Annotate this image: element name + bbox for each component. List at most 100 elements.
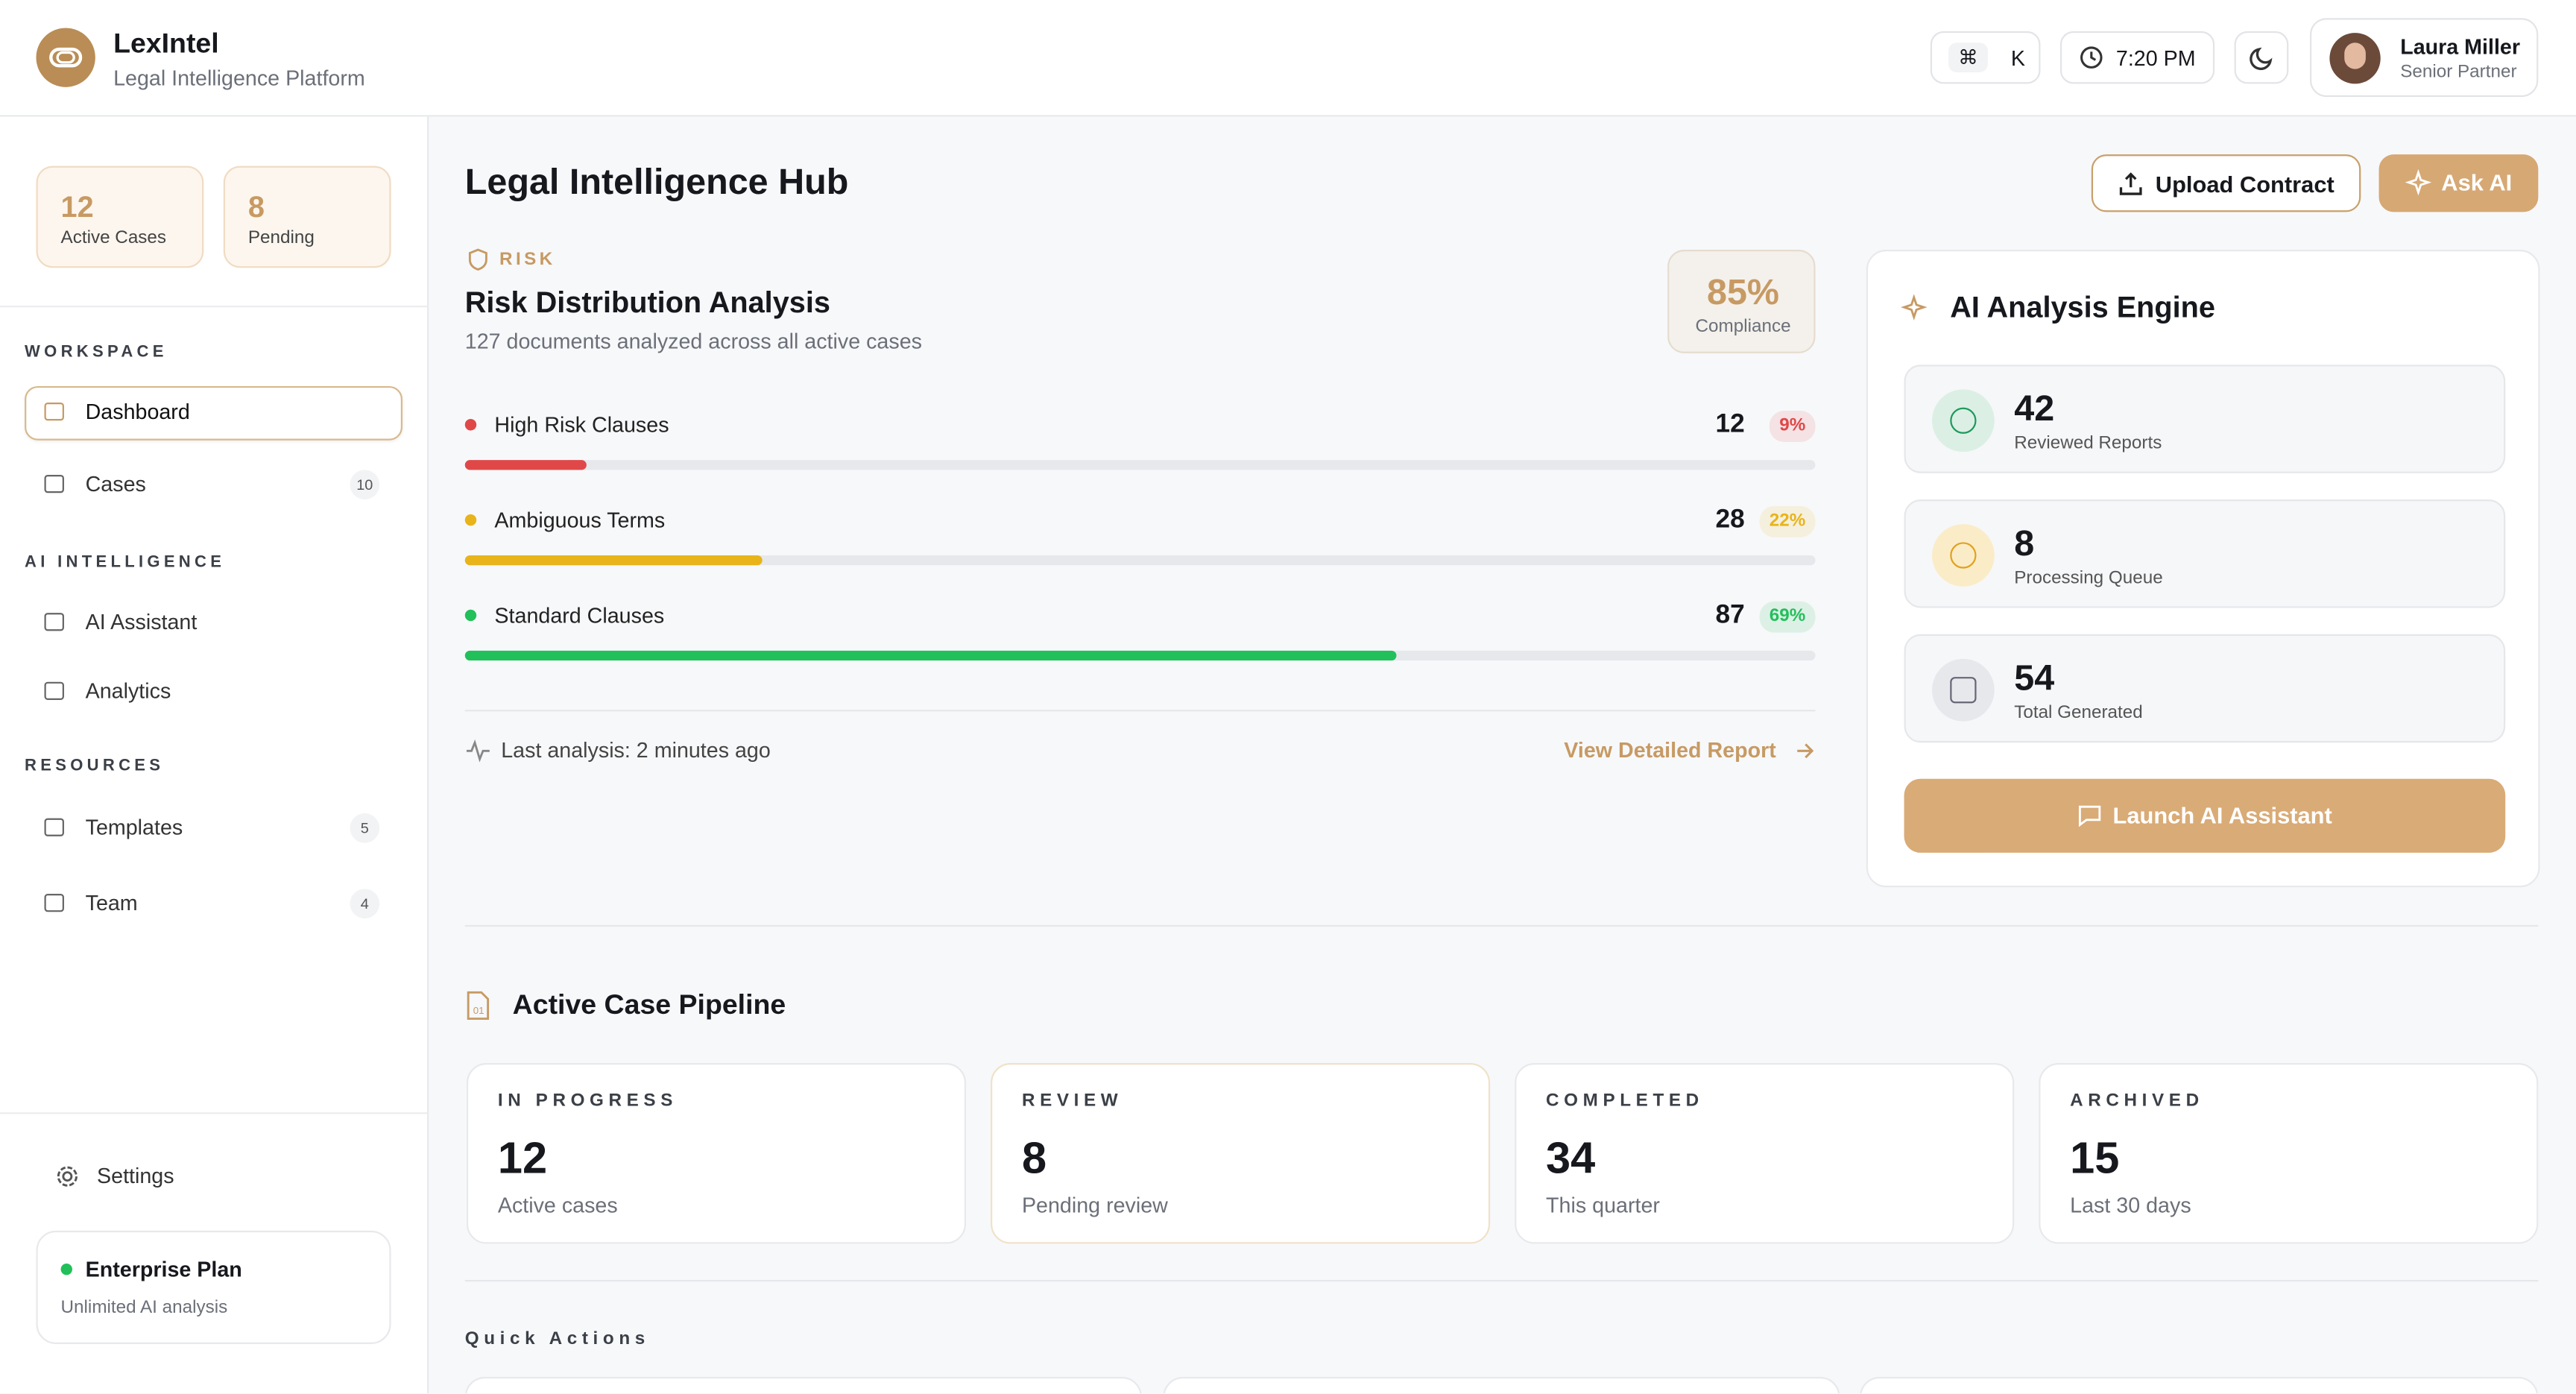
risk-bar [464, 460, 587, 470]
subtitle: 127 documents analyzed across all active… [464, 328, 922, 353]
stat-icon [1932, 524, 1995, 587]
theme-toggle[interactable] [2234, 31, 2289, 84]
clock: 7:20 PM [2059, 31, 2215, 84]
stat-value: 8 [247, 190, 265, 224]
ask-ai-button[interactable]: Ask AI [2378, 154, 2539, 212]
icon-glyph [1950, 542, 1977, 569]
action-card[interactable] [1860, 1377, 2539, 1394]
pipeline-label: REVIEW [1021, 1091, 1123, 1111]
risk-count: 28 [1715, 505, 1745, 534]
icon-glyph [1950, 677, 1977, 704]
pipeline-label: ARCHIVED [2070, 1091, 2204, 1111]
quick-actions-title: Quick Actions [464, 1329, 650, 1349]
nav-label[interactable]: Analytics [85, 678, 171, 704]
pipeline-value: 34 [1546, 1133, 1596, 1183]
page-title: Legal Intelligence Hub [464, 161, 849, 203]
risk-bar [464, 650, 1397, 661]
settings-icon [57, 1166, 78, 1187]
nav-label[interactable]: Dashboard [85, 399, 190, 424]
settings[interactable]: Settings [97, 1163, 174, 1188]
stat-label: Active Cases [60, 228, 167, 248]
plan-description: Unlimited AI analysis [60, 1298, 228, 1318]
stat-label: Reviewed Reports [2014, 433, 2162, 454]
shield-icon [468, 248, 487, 271]
section-title: AI INTELLIGENCE [25, 553, 226, 573]
stat-value: 54 [2014, 657, 2055, 698]
risk-percent: 22% [1759, 505, 1816, 537]
active-item[interactable] [25, 385, 403, 441]
risk-percent: 9% [1770, 411, 1816, 442]
risk-track [464, 460, 1816, 470]
risk-bar [464, 555, 763, 566]
stat-value: 12 [60, 190, 94, 224]
button-label: Launch AI Assistant [2112, 801, 2332, 828]
time: 7:20 PM [2115, 45, 2196, 71]
pipeline-card: ARCHIVED 15 Last 30 days [2039, 1063, 2539, 1244]
pipeline-card: REVIEW 8 Pending review [991, 1063, 1491, 1244]
stat-label: Total Generated [2014, 703, 2143, 723]
section-title: RESOURCES [25, 757, 165, 776]
stat-value: 42 [2014, 388, 2055, 429]
nav-label[interactable]: Cases [85, 471, 146, 496]
divider [464, 1279, 2539, 1282]
action-card[interactable] [1163, 1377, 1840, 1394]
nav-label[interactable]: AI Assistant [85, 609, 198, 634]
button-label: Upload Contract [2155, 171, 2334, 198]
last-analysis: Last analysis: 2 minutes ago [501, 737, 771, 763]
stat-label: Processing Queue [2014, 568, 2163, 589]
stat-icon [1932, 658, 1995, 722]
risk-dot [464, 419, 477, 431]
risk-count: 87 [1715, 601, 1745, 630]
stat-card: 12 Active Cases [36, 165, 204, 268]
plan-card: Enterprise Plan Unlimited AI analysis [36, 1230, 391, 1344]
divider [464, 710, 1816, 712]
brand: LexIntel [113, 28, 219, 60]
logo[interactable] [36, 28, 95, 87]
stat-card: 8 Pending [223, 165, 391, 268]
nav-label[interactable]: Team [85, 890, 138, 915]
divider [0, 305, 428, 308]
risk-dot [464, 514, 477, 526]
command-palette[interactable]: ⌘ K [1930, 31, 2041, 84]
sidebar [0, 116, 429, 1394]
nav-icon [44, 613, 64, 631]
svg-text:01: 01 [473, 1005, 484, 1016]
pipeline-card: IN PROGRESS 12 Active cases [466, 1063, 967, 1244]
report-link[interactable]: View Detailed Report [1564, 737, 1776, 763]
pipeline-sub: Last 30 days [2070, 1193, 2191, 1218]
risk-label: Standard Clauses [494, 602, 665, 628]
nav-icon [44, 474, 64, 493]
launch-button[interactable]: Launch AI Assistant [1904, 778, 2506, 853]
stat-value: 8 [2014, 522, 2035, 564]
nav-label[interactable]: Templates [85, 815, 183, 840]
icon-glyph [1950, 407, 1977, 434]
pipeline-title: Active Case Pipeline [512, 988, 786, 1021]
plan-name: Enterprise Plan [85, 1257, 242, 1282]
pipeline-label: COMPLETED [1546, 1091, 1704, 1111]
compliance-box: 85% Compliance [1667, 250, 1816, 353]
divider [0, 1112, 428, 1114]
pipeline-value: 8 [1021, 1133, 1047, 1183]
section-title: WORKSPACE [25, 343, 168, 362]
nav-badge: 4 [350, 889, 380, 919]
risk-track [464, 555, 1816, 566]
activity-icon [466, 739, 490, 763]
engine-stat: 42 Reviewed Reports [1904, 365, 2506, 473]
nav-icon [44, 681, 64, 700]
nav-icon [44, 818, 64, 836]
action-card[interactable] [464, 1377, 1142, 1394]
risk-percent: 69% [1759, 601, 1816, 633]
pipeline-sub: This quarter [1546, 1193, 1660, 1218]
upload-button[interactable]: Upload Contract [2091, 154, 2361, 212]
divider [464, 924, 2539, 927]
arrow-icon [1797, 743, 1814, 759]
engine-stat: 54 Total Generated [1904, 634, 2506, 743]
key: ⌘ [1948, 42, 1988, 72]
nav-icon [44, 894, 64, 912]
user-card[interactable]: Laura Miller Senior Partner [2309, 18, 2539, 98]
stat-label: Pending [247, 228, 315, 248]
nav-badge: 10 [350, 470, 380, 500]
status-dot [60, 1263, 72, 1275]
score: 85% [1706, 271, 1780, 312]
